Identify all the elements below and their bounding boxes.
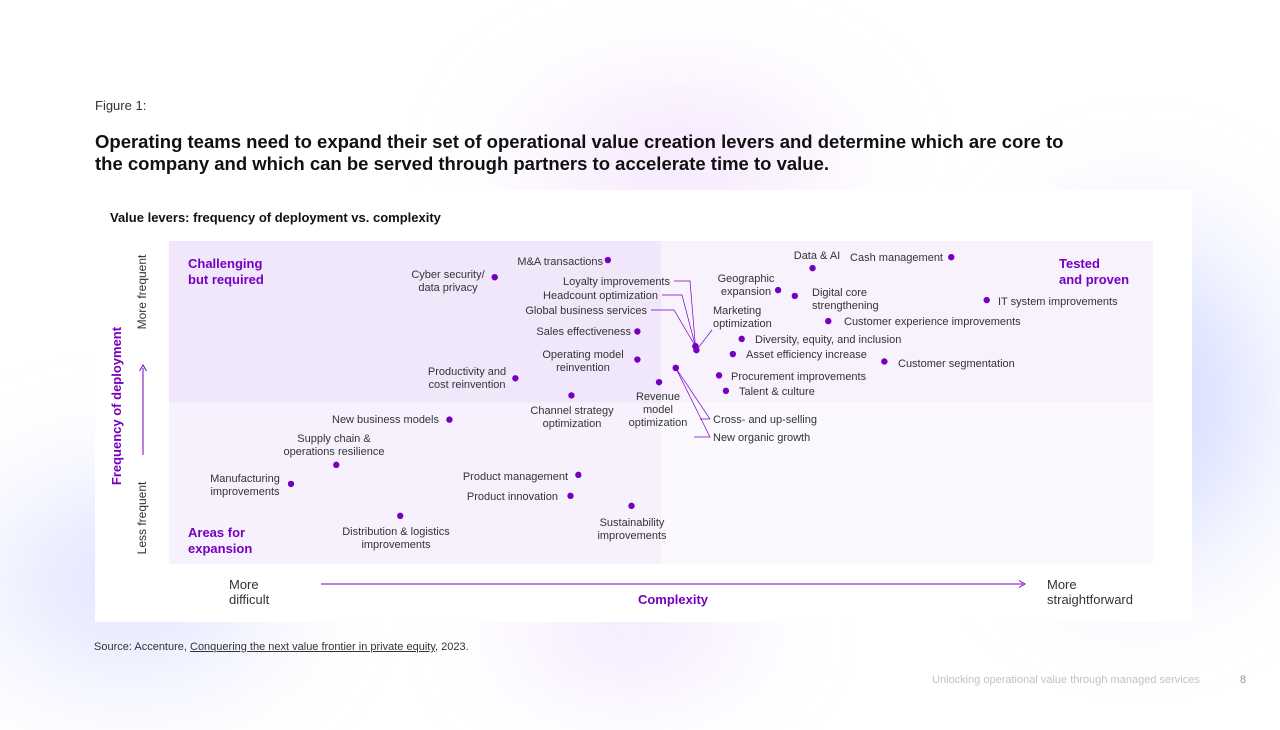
quadrant-challenging: [169, 241, 661, 403]
point-cash-management: [948, 253, 955, 261]
x-axis-arrow-head: [1018, 580, 1026, 588]
point-it-system-improvements: [983, 296, 990, 304]
label-customer-segmentation: Customer segmentation: [898, 358, 1015, 370]
point-diversity-equity-and-inclusion: [738, 335, 745, 343]
point-sustainability-improvements: [628, 502, 635, 510]
source-link[interactable]: Conquering the next value frontier in pr…: [190, 641, 435, 653]
label-productivity-and-cost-reinvention: Productivity and cost reinvention: [428, 366, 506, 391]
label-cross-and-up-selling: Cross- and up-selling: [713, 414, 817, 426]
label-customer-experience-improvements: Customer experience improvements: [844, 316, 1021, 328]
label-product-management: Product management: [463, 471, 568, 483]
point-geographic-expansion: [774, 286, 782, 294]
label-operating-model-reinvention: Operating model reinvention: [542, 349, 623, 374]
point-cyber-security-data-privacy: [491, 273, 498, 281]
source-suffix: , 2023.: [435, 641, 469, 653]
point-distribution-logistics-improvements: [397, 512, 404, 520]
page-number: 8: [1240, 674, 1247, 686]
x-axis-label: Complexity: [638, 592, 709, 607]
quadrant-label-expansion: Areas for expansion: [188, 525, 252, 556]
label-sales-effectiveness: Sales effectiveness: [536, 326, 631, 338]
label-talent-culture: Talent & culture: [739, 386, 815, 398]
page-headline: Operating teams need to expand their set…: [95, 131, 1064, 174]
point-new-organic-growth: [672, 364, 679, 372]
y-axis-label: Frequency of deployment: [109, 326, 124, 485]
point-revenue-model-optimization: [655, 378, 663, 386]
source-prefix: Source: Accenture,: [94, 641, 190, 653]
label-supply-chain-operations-resilience: Supply chain & operations resilience: [284, 433, 385, 458]
leader-global-business-services: [651, 309, 696, 347]
label-m-a-transactions: M&A transactions: [517, 256, 603, 268]
figure-label: Figure 1:: [95, 98, 147, 113]
label-distribution-logistics-improvements: Distribution & logistics improvements: [342, 526, 450, 551]
point-data-ai: [809, 264, 816, 272]
point-marketing-optimization: [693, 346, 700, 354]
label-it-system-improvements: IT system improvements: [998, 296, 1118, 308]
y-axis-arrow-head: [139, 364, 147, 372]
x-axis-high-label: More straightforward: [1047, 577, 1133, 607]
label-headcount-optimization: Headcount optimization: [543, 290, 658, 302]
label-data-ai: Data & AI: [794, 250, 840, 262]
leader-marketing-optimization: [696, 329, 713, 351]
label-new-organic-growth: New organic growth: [713, 432, 810, 444]
quadrant-label-challenging: Challenging but required: [188, 256, 264, 287]
label-asset-efficiency-increase: Asset efficiency increase: [746, 349, 867, 361]
leader-loyalty-improvements: [674, 280, 696, 347]
point-product-innovation: [567, 492, 574, 500]
point-digital-core-strengthening: [791, 292, 799, 300]
label-channel-strategy-optimization: Channel strategy optimization: [530, 405, 614, 430]
y-axis-high-label: More frequent: [135, 254, 149, 329]
quadrant-tested: [661, 241, 1153, 403]
label-diversity-equity-and-inclusion: Diversity, equity, and inclusion: [755, 334, 901, 346]
label-new-business-models: New business models: [332, 414, 439, 426]
point-product-management: [575, 471, 582, 479]
label-cash-management: Cash management: [850, 252, 943, 264]
point-sales-effectiveness: [634, 328, 641, 335]
x-axis-low-label: More difficult: [229, 577, 270, 607]
label-cyber-security-data-privacy: Cyber security/data privacy: [411, 269, 485, 294]
label-product-innovation: Product innovation: [467, 491, 558, 503]
label-manufacturing-improvements: Manufacturing improvements: [210, 473, 280, 498]
point-productivity-and-cost-reinvention: [512, 375, 519, 382]
quadrant-bottom-right: [661, 402, 1153, 564]
point-new-business-models: [446, 416, 453, 423]
y-axis-low-label: Less frequent: [135, 481, 149, 554]
source-note: Source: Accenture, Conquering the next v…: [94, 641, 469, 653]
point-talent-culture: [722, 387, 730, 395]
label-revenue-model-optimization: Revenue model optimization: [629, 391, 688, 429]
point-customer-experience-improvements: [825, 317, 832, 325]
point-asset-efficiency-increase: [729, 350, 737, 358]
quadrant-expansion: [169, 402, 661, 564]
label-geographic-expansion: Geographic expansion: [718, 273, 775, 298]
point-manufacturing-improvements: [287, 480, 295, 488]
label-procurement-improvements: Procurement improvements: [731, 371, 867, 383]
label-loyalty-improvements: Loyalty improvements: [563, 276, 670, 288]
leader-headcount-optimization: [662, 294, 696, 347]
leader-new-organic-growth: [675, 367, 711, 438]
label-global-business-services: Global business services: [525, 305, 647, 317]
footer-text: Unlocking operational value through mana…: [932, 674, 1200, 686]
point-channel-strategy-optimization: [568, 392, 575, 399]
chart-title: Value levers: frequency of deployment vs…: [110, 210, 441, 225]
quadrant-label-tested: Tested and proven: [1059, 256, 1129, 287]
point-customer-segmentation: [881, 358, 888, 365]
point-operating-model-reinvention: [634, 356, 641, 363]
label-digital-core-strengthening: Digital core strengthening: [812, 287, 879, 312]
leader-cross-and-up-selling: [675, 367, 711, 420]
point-procurement-improvements: [715, 372, 723, 379]
label-marketing-optimization: Marketing optimization: [713, 305, 772, 330]
point-m-a-transactions: [604, 256, 612, 264]
label-sustainability-improvements: Sustainability improvements: [597, 517, 667, 542]
point-supply-chain-operations-resilience: [333, 461, 340, 469]
